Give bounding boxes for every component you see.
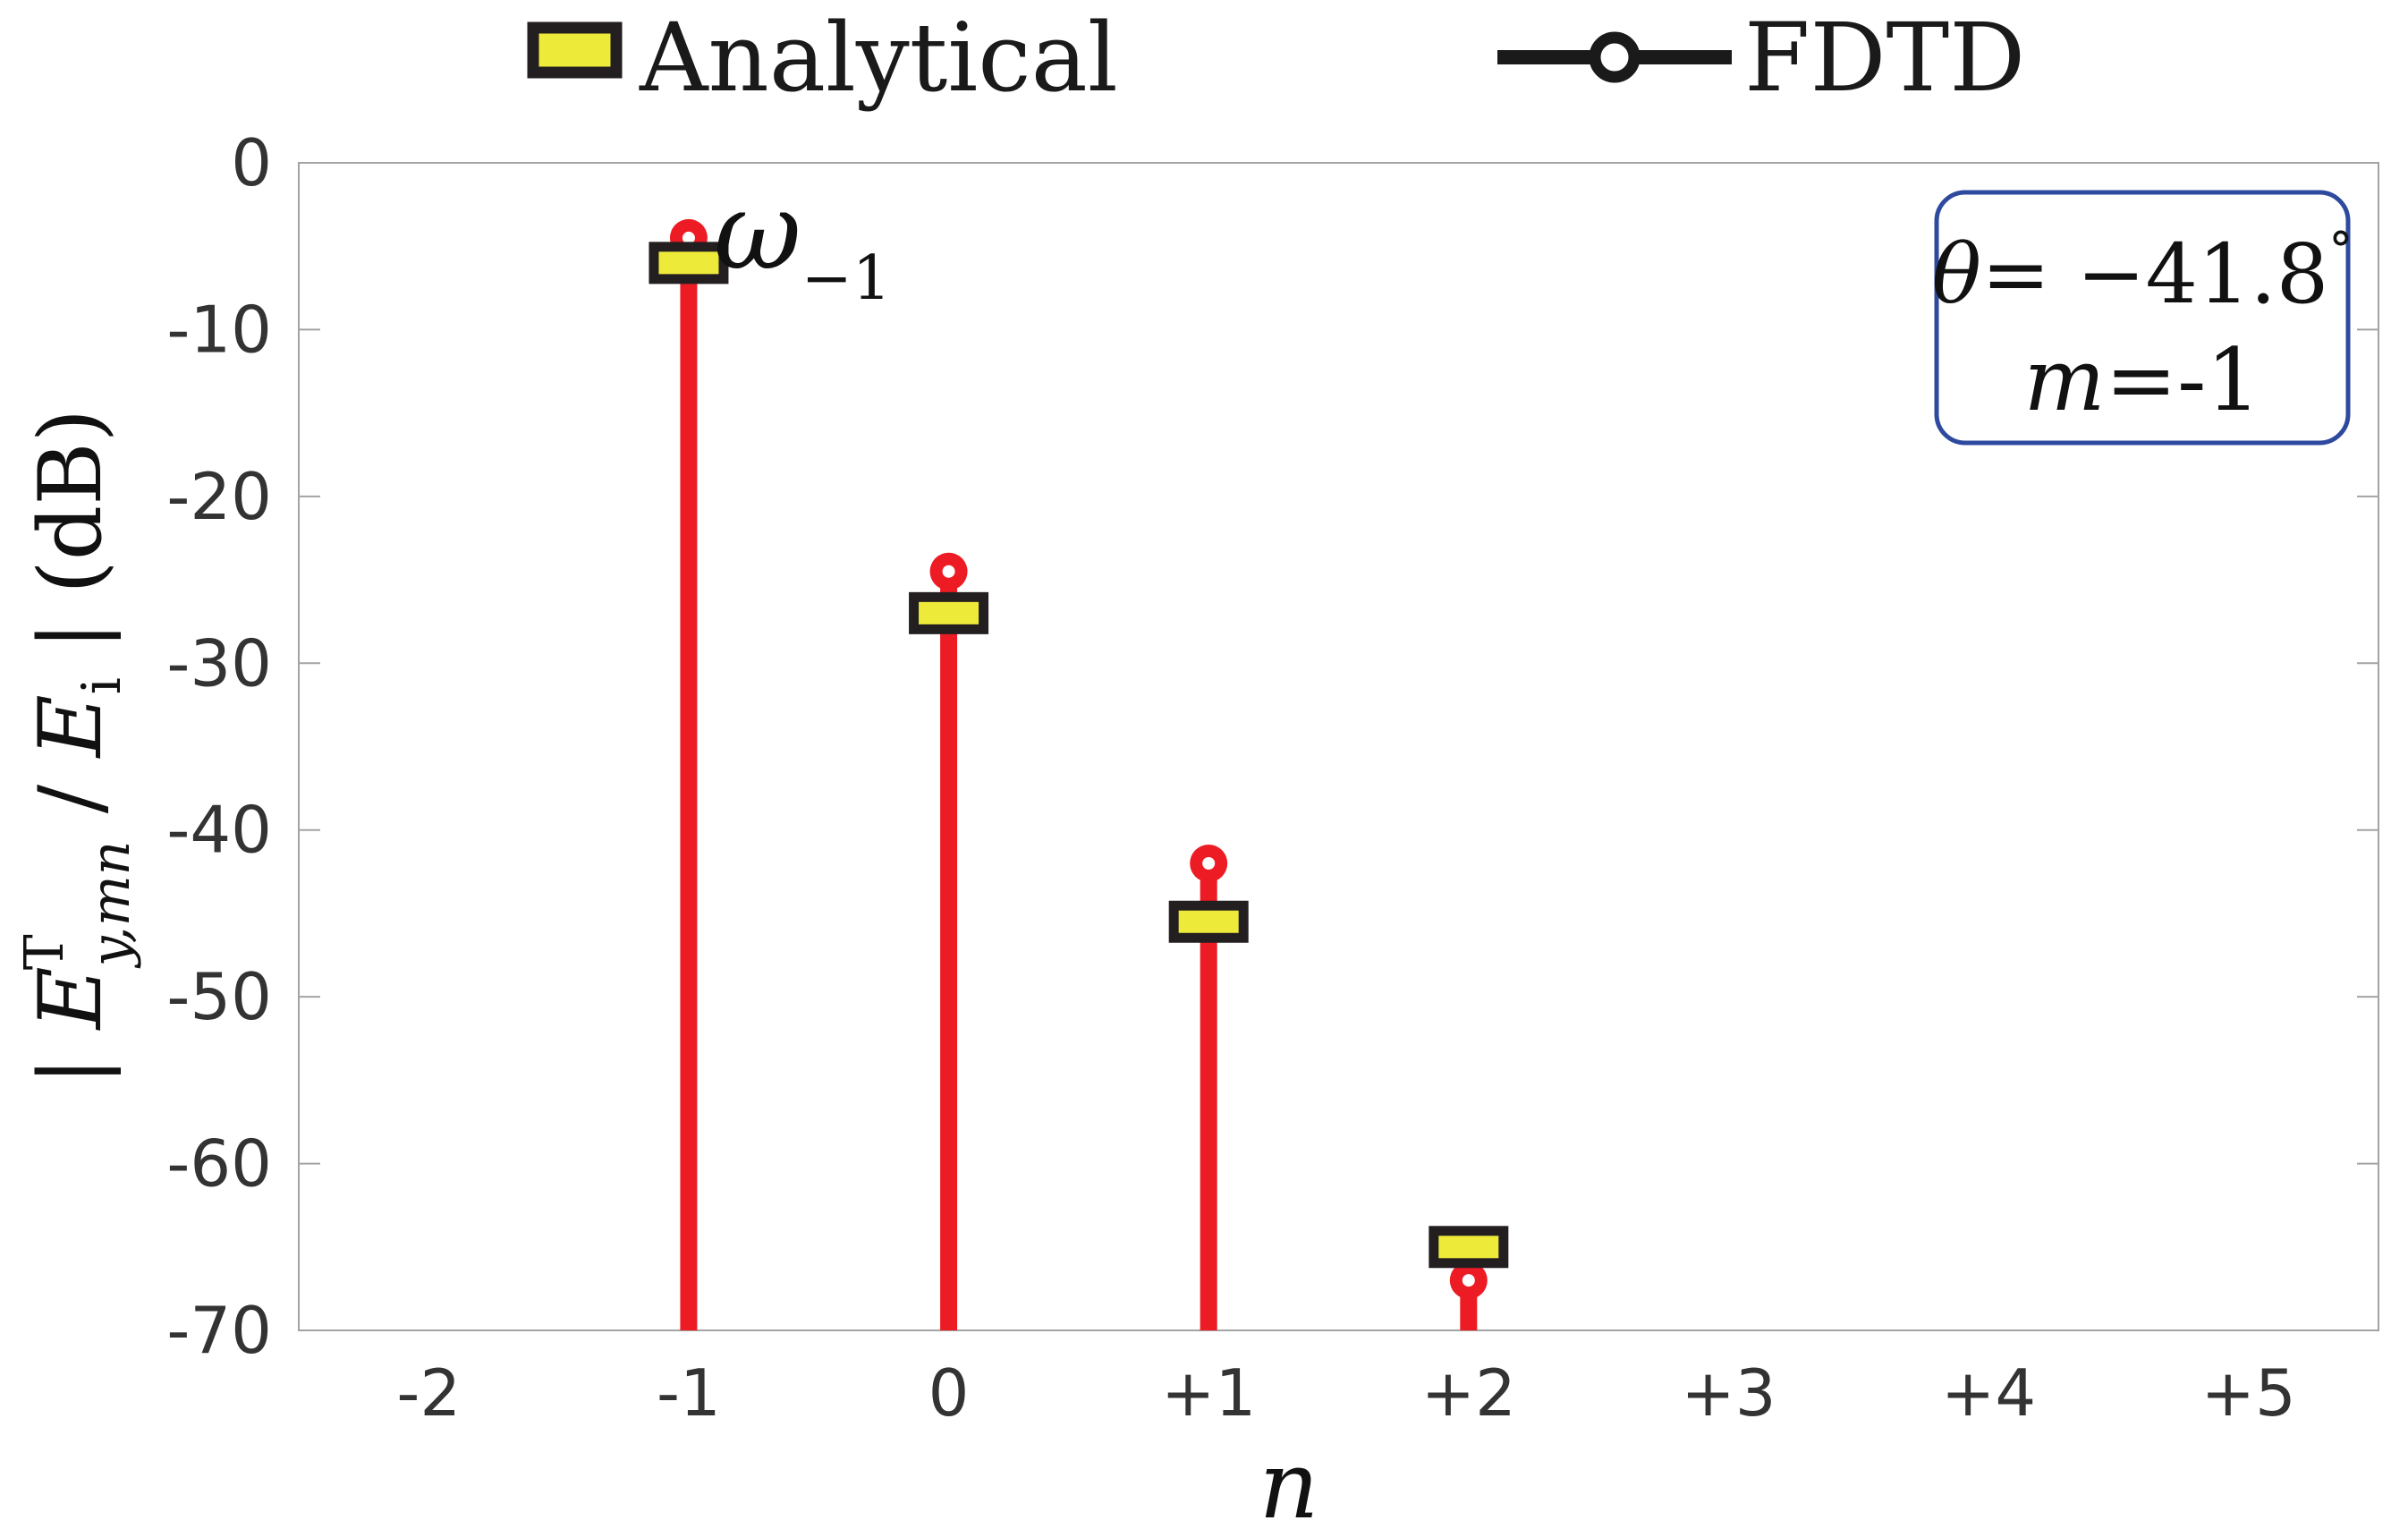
y-label-e: E bbox=[21, 966, 121, 1031]
y-tick-label-1: -10 bbox=[166, 292, 272, 367]
fdtd-marker-center-0 bbox=[682, 231, 695, 244]
x-tick-label-4: +2 bbox=[1421, 1355, 1516, 1431]
mode-annotation: ω−1 bbox=[714, 170, 891, 314]
analytical-markers bbox=[649, 242, 1509, 1269]
m-line: m=-1 bbox=[2024, 330, 2261, 430]
y-tick-label-3: -30 bbox=[166, 625, 272, 701]
x-tick-label-1: -1 bbox=[657, 1355, 721, 1431]
x-tick-labels: -2 -1 0 +1 +2 +3 +4 +5 bbox=[396, 1355, 2295, 1431]
m-value: =-1 bbox=[2106, 330, 2261, 430]
y-tick-label-5: -50 bbox=[166, 959, 272, 1034]
info-box-border bbox=[1934, 190, 2351, 446]
y-tick-labels: 0 -10 -20 -30 -40 -50 -60 -70 bbox=[166, 125, 272, 1368]
analytical-marker-0 bbox=[649, 242, 729, 285]
legend-analytical-label: Analytical bbox=[639, 3, 1118, 113]
theta-line: θ= −41.8° bbox=[1932, 222, 2353, 322]
x-axis-label: n bbox=[1259, 1431, 1319, 1529]
y-label-prefix: | bbox=[21, 1029, 121, 1085]
legend: Analytical FDTD bbox=[527, 3, 2025, 113]
y-label-e2: E bbox=[21, 694, 121, 759]
info-box: θ= −41.8° m=-1 bbox=[1932, 190, 2353, 446]
y-label-sup: T bbox=[13, 934, 76, 970]
legend-analytical-swatch bbox=[527, 21, 623, 79]
y-tick-label-0: 0 bbox=[231, 125, 272, 200]
fdtd-marker-center-2 bbox=[1202, 857, 1216, 870]
analytical-marker-1 bbox=[909, 591, 989, 634]
x-tick-label-5: +3 bbox=[1681, 1355, 1776, 1431]
theta-symbol: θ bbox=[1932, 226, 1981, 322]
y-tick-label-2: -20 bbox=[166, 459, 272, 534]
y-axis-label: | ETy,mn / Ei | (dB) bbox=[13, 409, 142, 1085]
x-tick-label-3: +1 bbox=[1161, 1355, 1256, 1431]
theta-degree: ° bbox=[2328, 222, 2353, 278]
y-label-suffix: | (dB) bbox=[21, 409, 121, 677]
y-label-slash: / bbox=[21, 757, 121, 840]
mode-subscript: −1 bbox=[801, 243, 891, 314]
axis-ticks bbox=[299, 162, 2378, 1331]
y-label-sub2: i bbox=[71, 677, 133, 694]
analytical-marker-3 bbox=[1429, 1226, 1509, 1269]
y-tick-label-6: -60 bbox=[166, 1126, 272, 1202]
y-tick-label-4: -40 bbox=[166, 793, 272, 868]
x-tick-label-6: +4 bbox=[1941, 1355, 2036, 1431]
mode-symbol: ω bbox=[714, 170, 801, 294]
x-tick-label-7: +5 bbox=[2201, 1355, 2296, 1431]
fdtd-marker-center-1 bbox=[942, 565, 955, 578]
x-tick-label-2: 0 bbox=[928, 1355, 970, 1431]
analytical-marker-2 bbox=[1168, 900, 1249, 943]
x-tick-label-0: -2 bbox=[396, 1355, 461, 1431]
theta-value: = −41.8 bbox=[1981, 226, 2328, 322]
legend-fdtd-marker bbox=[1589, 31, 1641, 83]
m-symbol: m bbox=[2024, 330, 2106, 430]
legend-fdtd-label: FDTD bbox=[1744, 3, 2025, 113]
y-tick-label-7: -70 bbox=[166, 1293, 272, 1368]
fdtd-marker-center-3 bbox=[1462, 1274, 1475, 1287]
y-label-sub: y,mn bbox=[80, 841, 142, 970]
